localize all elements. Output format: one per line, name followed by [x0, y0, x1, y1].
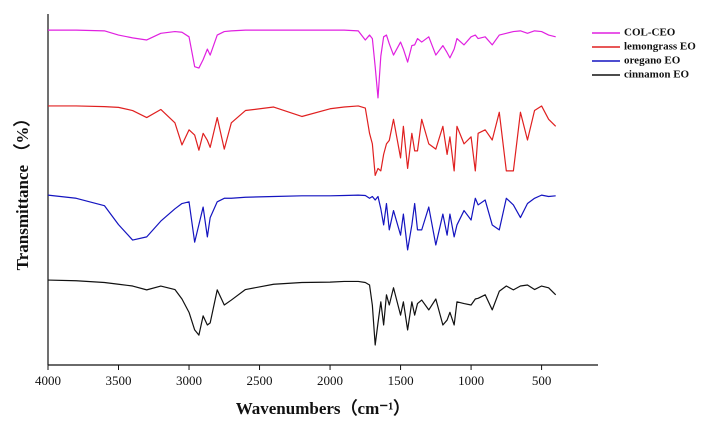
series-line	[48, 105, 557, 177]
x-tick-label: 1000	[458, 373, 484, 388]
x-tick-label: 1500	[388, 373, 414, 388]
legend-label: oregano EO	[624, 55, 681, 67]
legend-label: cinnamon EO	[624, 69, 690, 81]
series-line	[48, 29, 556, 99]
legend-label: lemongrass EO	[624, 41, 696, 53]
series-line	[47, 279, 557, 346]
x-axis-title: Wavenumbers（cm⁻¹）	[236, 398, 411, 418]
x-tick-label: 2000	[317, 373, 343, 388]
x-tick-label: 2500	[247, 373, 273, 388]
x-tick-label: 500	[532, 373, 552, 388]
x-tick-label: 4000	[35, 373, 61, 388]
legend-label: COL-CEO	[624, 27, 676, 39]
series-line	[47, 194, 556, 251]
y-axis-title: Transmittance （%）	[12, 110, 32, 271]
x-tick-label: 3000	[176, 373, 202, 388]
x-tick-label: 3500	[106, 373, 132, 388]
